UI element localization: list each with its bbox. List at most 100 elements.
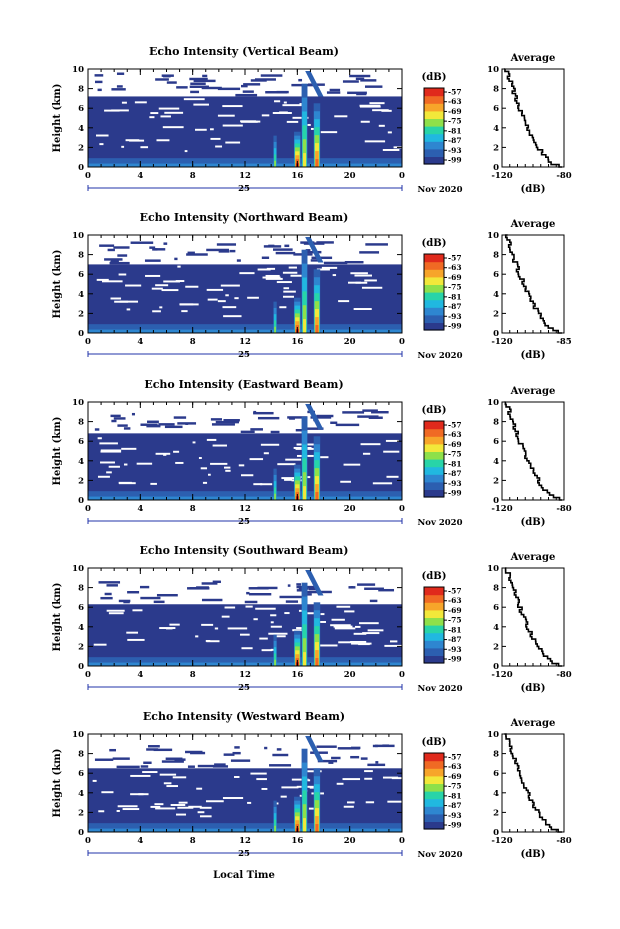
data-gap bbox=[378, 124, 385, 127]
colorbar-swatch bbox=[424, 819, 444, 822]
colorbar-swatch bbox=[424, 813, 444, 817]
echo-fragment bbox=[144, 259, 161, 262]
data-gap bbox=[185, 285, 199, 288]
data-gap bbox=[389, 640, 398, 643]
echo-fragment bbox=[190, 90, 200, 94]
echo-fragment bbox=[123, 427, 131, 430]
echo-fragment bbox=[310, 751, 328, 754]
x-tick-label: 12 bbox=[239, 836, 251, 846]
colorbar-frame bbox=[423, 87, 445, 165]
colorbar-swatch bbox=[424, 640, 444, 643]
colorbar-tick-label: -63 bbox=[448, 762, 462, 771]
echo-fragment bbox=[285, 600, 299, 603]
data-gap bbox=[178, 801, 188, 804]
profile-x-tick-label: -80 bbox=[556, 171, 571, 181]
rain-column bbox=[274, 659, 276, 666]
echo-body bbox=[88, 264, 402, 333]
colorbar-swatch bbox=[424, 261, 444, 265]
echo-fragment bbox=[202, 74, 208, 78]
fall-streak bbox=[305, 569, 324, 596]
colorbar-swatch bbox=[424, 122, 444, 125]
colorbar-swatch bbox=[424, 133, 444, 137]
data-gap bbox=[282, 271, 298, 274]
echo-fragment bbox=[107, 248, 115, 252]
data-gap bbox=[100, 449, 122, 452]
colorbar-swatch bbox=[424, 762, 444, 765]
echo-fragment bbox=[223, 419, 240, 422]
echo-fragment bbox=[374, 744, 395, 748]
colorbar-swatch bbox=[424, 292, 444, 295]
data-gap bbox=[361, 286, 383, 289]
x-tick-label: 0 bbox=[85, 504, 91, 514]
colorbar-swatch bbox=[424, 137, 444, 140]
profile-y-tick-label: 2 bbox=[493, 642, 499, 652]
data-gap bbox=[367, 629, 384, 632]
echo-fragment bbox=[347, 91, 367, 95]
echo-fragment bbox=[248, 593, 272, 596]
colorbar-tick-label: -69 bbox=[448, 440, 462, 449]
colorbar-swatch bbox=[424, 789, 444, 792]
x-tick-label: 0 bbox=[85, 171, 91, 181]
colorbar-tick-label: -81 bbox=[448, 459, 462, 468]
colorbar-tick-label: -57 bbox=[448, 753, 462, 762]
colorbar-swatch bbox=[424, 131, 444, 135]
colorbar-swatch bbox=[424, 276, 444, 280]
echo-fragment bbox=[116, 85, 123, 88]
date-month-label: Nov 2020 bbox=[418, 684, 463, 694]
echo-fragment bbox=[146, 748, 159, 751]
echo-fragment bbox=[316, 241, 334, 244]
data-gap bbox=[296, 627, 305, 630]
colorbar-tick-label: -81 bbox=[448, 126, 462, 135]
colorbar-swatch bbox=[424, 162, 444, 165]
colorbar-swatch bbox=[424, 604, 444, 607]
data-gap bbox=[274, 100, 281, 103]
echo-fragment bbox=[265, 91, 288, 94]
data-gap bbox=[195, 128, 207, 131]
data-gap bbox=[260, 443, 280, 446]
profile-y-tick-label: 8 bbox=[493, 251, 499, 261]
data-gap bbox=[215, 145, 223, 148]
data-gap bbox=[212, 444, 227, 447]
data-gap bbox=[205, 800, 224, 803]
colorbar-swatch bbox=[424, 282, 444, 285]
profile-y-tick-label: 6 bbox=[493, 769, 499, 779]
colorbar-swatch bbox=[424, 791, 444, 794]
data-gap bbox=[140, 146, 149, 149]
data-gap bbox=[222, 105, 243, 108]
data-gap bbox=[206, 640, 220, 643]
data-gap bbox=[292, 116, 309, 119]
colorbar-swatch bbox=[424, 611, 444, 615]
colorbar-swatch bbox=[424, 278, 444, 282]
colorbar-swatch bbox=[424, 101, 444, 104]
echo-fragment bbox=[371, 410, 389, 414]
colorbar-tick-label: -99 bbox=[448, 821, 462, 830]
panel-1: Echo Intensity (Northward Beam) 0 2 4 6 8 10 0 4… bbox=[52, 211, 572, 361]
date-day-label: 25 bbox=[238, 683, 250, 693]
colorbar-swatch bbox=[424, 267, 444, 270]
rain-column bbox=[303, 486, 307, 500]
echo-fragment bbox=[190, 82, 206, 85]
colorbar-swatch bbox=[424, 800, 444, 803]
data-gap bbox=[101, 791, 114, 794]
colorbar-swatch bbox=[424, 758, 444, 762]
echo-fragment bbox=[99, 244, 115, 247]
profile-title: Average bbox=[510, 219, 556, 230]
x-tick-label: 20 bbox=[344, 504, 356, 514]
colorbar-swatch bbox=[424, 770, 444, 773]
data-gap bbox=[208, 473, 211, 476]
colorbar-swatch bbox=[424, 428, 444, 432]
data-gap bbox=[334, 115, 348, 118]
data-gap bbox=[158, 107, 180, 110]
colorbar-frame bbox=[423, 420, 445, 498]
data-gap bbox=[150, 112, 159, 115]
y-tick-label: 2 bbox=[78, 143, 84, 153]
echo-fragment bbox=[117, 254, 128, 257]
panel-title: Echo Intensity (Westward Beam) bbox=[143, 710, 345, 723]
colorbar-swatch bbox=[424, 160, 444, 163]
profile-y-tick-label: 6 bbox=[493, 603, 499, 613]
data-gap bbox=[307, 123, 311, 126]
data-gap bbox=[387, 800, 402, 803]
data-gap bbox=[206, 438, 217, 441]
colorbar-swatch bbox=[424, 288, 444, 291]
data-gap bbox=[275, 802, 279, 805]
